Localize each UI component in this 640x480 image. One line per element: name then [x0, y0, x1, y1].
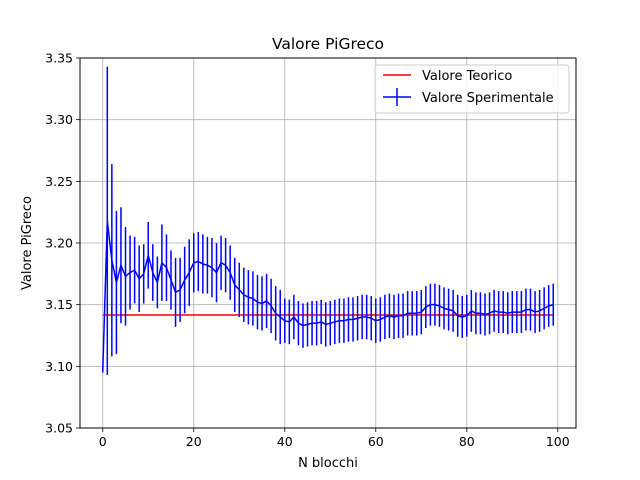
legend: Valore Teorico Valore Sperimentale — [374, 64, 570, 114]
x-tick-label: 0 — [99, 434, 107, 449]
legend-label-sperimentale: Valore Sperimentale — [422, 91, 554, 106]
x-axis-label: N blocchi — [298, 456, 358, 471]
y-axis-label: Valore PiGreco — [20, 196, 35, 290]
x-tick-label: 60 — [368, 434, 384, 449]
legend-box — [374, 64, 570, 114]
chart-title: Valore PiGreco — [272, 35, 384, 53]
y-tick-label: 3.35 — [45, 51, 73, 66]
x-tick-label: 80 — [459, 434, 475, 449]
y-tick-label: 3.15 — [45, 297, 73, 312]
y-tick-label: 3.05 — [45, 421, 73, 436]
x-tick-label: 40 — [277, 434, 293, 449]
series-line-valore-sperimentale — [102, 220, 554, 372]
legend-label-teorico: Valore Teorico — [422, 69, 512, 84]
y-tick-label: 3.30 — [45, 112, 73, 127]
x-tick-label: 20 — [186, 434, 202, 449]
y-tick-label: 3.20 — [45, 236, 73, 251]
y-tick-label: 3.10 — [45, 359, 73, 374]
axis-ticks: 0 20 40 60 80 100 3.05 3.10 3.15 3.20 3.25 3.30 3.35 — [45, 51, 570, 450]
plot-area — [102, 66, 554, 375]
y-tick-label: 3.25 — [45, 174, 73, 189]
x-tick-label: 100 — [546, 434, 570, 449]
